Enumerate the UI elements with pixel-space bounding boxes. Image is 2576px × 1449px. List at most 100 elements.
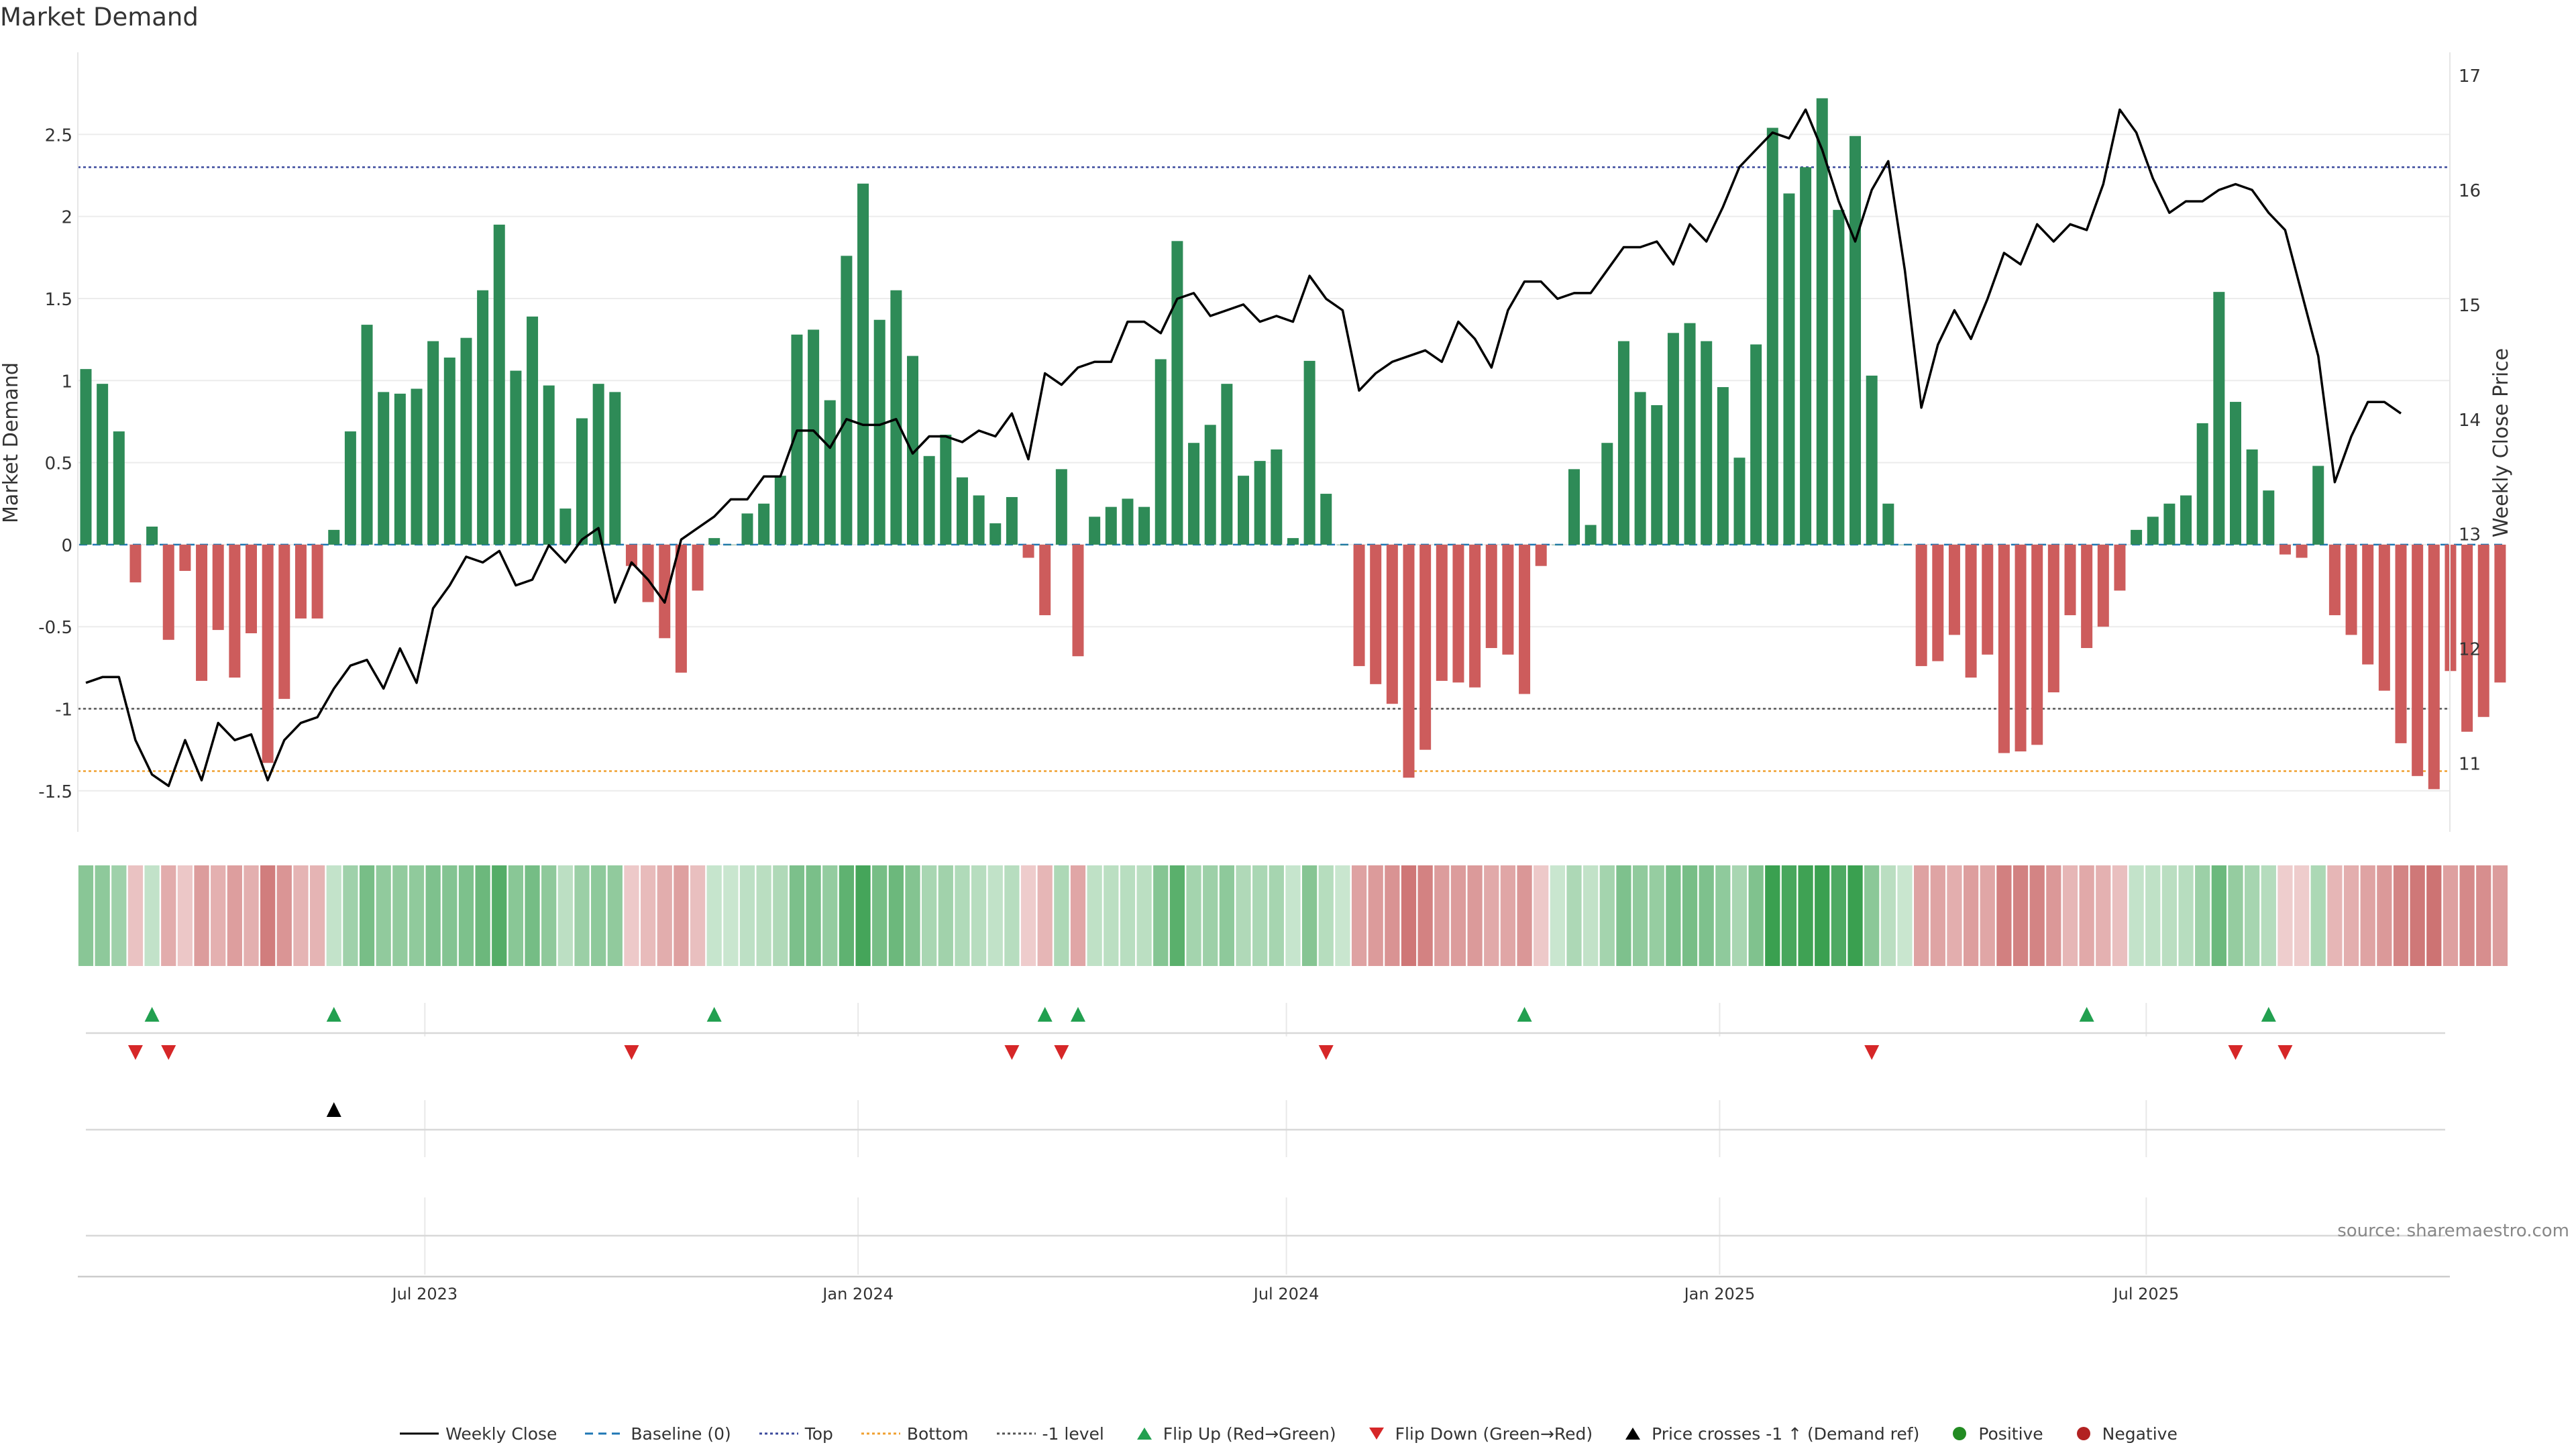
demand-bar: [2296, 544, 2308, 558]
demand-bar: [1089, 517, 1101, 545]
heat-cell: [2195, 865, 2210, 966]
dashed-line-swatch-icon: [585, 1432, 625, 1435]
demand-bar: [2131, 529, 2143, 545]
heat-cell: [905, 865, 920, 966]
heat-cell: [1847, 865, 1863, 966]
demand-bar: [1485, 544, 1497, 649]
demand-bar: [1204, 425, 1216, 545]
y-tick-label: 2: [61, 208, 72, 228]
heat-cell: [1236, 865, 1251, 966]
circle-icon: [2076, 1427, 2090, 1440]
flip-up-marker: [1071, 1007, 1085, 1022]
heat-cell: [1500, 865, 1516, 966]
heat-cell: [442, 865, 458, 966]
demand-bar: [559, 508, 572, 545]
heat-cell: [1136, 865, 1152, 966]
heat-cell: [1930, 865, 1945, 966]
heat-cell: [1765, 865, 1780, 966]
demand-bar: [1502, 544, 1514, 655]
triangle-up-icon: [1625, 1428, 1641, 1440]
demand-bar: [2230, 402, 2241, 545]
flip-down-marker: [624, 1045, 639, 1060]
flip-down-marker: [2277, 1045, 2293, 1060]
heat-cell: [376, 865, 391, 966]
heat-cell: [756, 865, 771, 966]
legend-item-bottom: Bottom: [860, 1424, 969, 1444]
heat-cell: [1104, 865, 1119, 966]
demand-bar: [576, 418, 588, 545]
circle-icon: [1953, 1427, 1967, 1440]
flip-down-marker: [127, 1045, 143, 1060]
heat-cell: [2377, 865, 2392, 966]
dotted-line-swatch-icon: [861, 1432, 900, 1435]
demand-bar: [1568, 469, 1580, 545]
heat-cell: [492, 865, 507, 966]
heat-cell: [839, 865, 855, 966]
demand-bar: [1535, 544, 1547, 566]
demand-bar: [873, 319, 885, 545]
demand-bar: [328, 529, 340, 545]
demand-bar: [2180, 495, 2192, 545]
demand-bar: [1072, 544, 1084, 657]
heat-cell: [2443, 865, 2459, 966]
flip-up-marker: [706, 1007, 722, 1022]
demand-bars: [80, 98, 2506, 790]
demand-bar: [162, 544, 174, 640]
demand-bar: [2412, 544, 2424, 776]
demand-bar: [791, 334, 803, 545]
heat-cell: [806, 865, 821, 966]
heat-cell: [922, 865, 937, 966]
heat-cell: [2261, 865, 2276, 966]
demand-bar: [2246, 449, 2258, 545]
heat-cell: [1748, 865, 1764, 966]
legend-label: -1 level: [1042, 1424, 1104, 1444]
y-tick-label: 1: [61, 372, 72, 392]
demand-bar: [774, 476, 786, 545]
heat-cell: [2228, 865, 2243, 966]
event-markers: Jul 2023 Jan 2024 Jul 2024 Jan 2025 Jul 2025: [78, 1003, 2450, 1303]
heat-cell: [2343, 865, 2359, 966]
demand-bar: [1238, 476, 1249, 545]
price-cross-marker: [326, 1102, 341, 1117]
demand-bar: [1403, 544, 1415, 778]
heat-cell: [2012, 865, 2029, 966]
heat-cell: [723, 865, 739, 966]
heat-cell: [789, 865, 805, 966]
flip-down-marker: [161, 1045, 176, 1060]
heat-cell: [2245, 865, 2260, 966]
heat-cell: [1815, 865, 1830, 966]
demand-bar: [890, 290, 902, 545]
demand-bar: [1998, 544, 2010, 753]
heat-cell: [2459, 865, 2475, 966]
heat-cell: [78, 865, 94, 966]
heat-cell: [1219, 865, 1234, 966]
demand-bar: [1915, 544, 1927, 666]
heat-cell: [1186, 865, 1201, 966]
heat-cell: [1417, 865, 1433, 966]
demand-bar: [262, 544, 274, 763]
flip-up-marker: [1517, 1007, 1532, 1022]
heat-cell: [409, 865, 425, 966]
heat-cell: [1434, 865, 1450, 966]
heat-cell: [1351, 865, 1367, 966]
y2-axis-title: Weekly Close Price: [2489, 348, 2513, 537]
demand-bar: [2461, 544, 2473, 732]
heat-cell: [1583, 865, 1599, 966]
demand-bar: [824, 400, 836, 545]
demand-bar: [956, 477, 968, 545]
legend-label: Top: [804, 1424, 833, 1444]
heat-cell: [326, 865, 341, 966]
heat-cell: [1450, 865, 1466, 966]
heat-cell: [127, 865, 144, 966]
heat-cell: [888, 865, 904, 966]
demand-bar: [625, 544, 637, 566]
y-tick-label: 2.5: [45, 125, 72, 146]
demand-bar: [229, 544, 241, 678]
demand-bar: [1948, 544, 1960, 635]
heat-cell: [1020, 865, 1036, 966]
demand-bar: [609, 392, 621, 545]
heat-cell: [260, 865, 276, 966]
demand-bar: [1601, 443, 1613, 545]
heat-cell: [2410, 865, 2425, 966]
heat-cell: [2294, 865, 2310, 966]
